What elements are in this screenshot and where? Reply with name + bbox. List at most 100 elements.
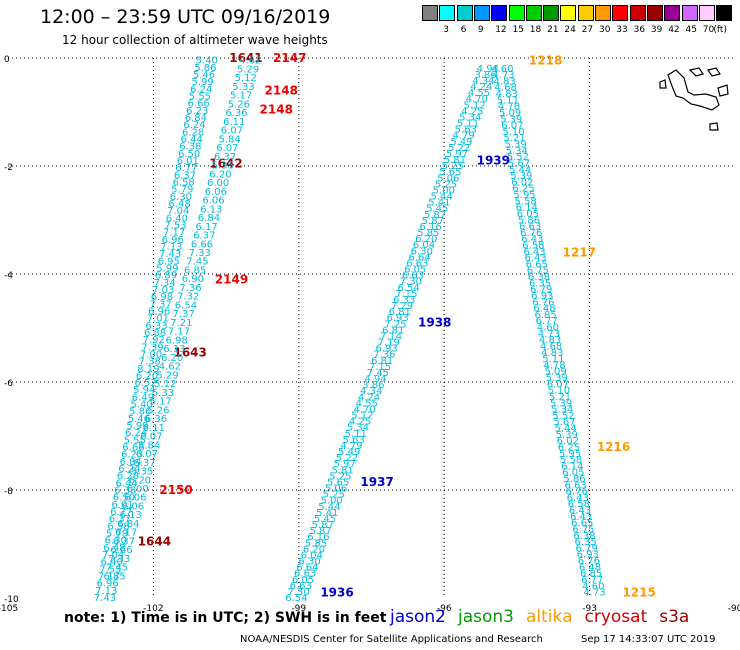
wave-height-value: 6.76	[532, 297, 554, 308]
wave-height-value: 5.21	[503, 133, 525, 144]
wave-height-value: 5.39	[550, 398, 572, 409]
wave-height-value: 5.41	[428, 198, 450, 209]
wave-height-value: 6.11	[223, 117, 245, 128]
wave-height-value: 5.99	[192, 77, 214, 88]
wave-height-value: 5.87	[422, 216, 444, 227]
wave-height-value: 6.48	[168, 199, 190, 210]
wave-height-value: 6.14	[516, 203, 538, 214]
wave-height-value: 7.15	[395, 289, 417, 300]
color-swatch	[491, 5, 508, 21]
y-tick-label: -8	[4, 487, 13, 497]
x-tick-label: -96	[437, 604, 452, 614]
satellite-legend: jason2 jason3 altika cryosat s3a	[390, 607, 701, 627]
wave-height-value: 7.32	[177, 292, 199, 303]
wave-height-value: 6.28	[182, 127, 204, 138]
wave-height-value: 4.62	[159, 362, 181, 373]
color-scale-unit: (ft)	[713, 25, 727, 35]
color-scale-label: 42	[668, 25, 680, 35]
wave-height-value: 6.43	[569, 506, 591, 517]
wave-height-value: 5.81	[444, 155, 466, 166]
wave-height-value: 5.44	[430, 192, 452, 203]
wave-height-value: 6.66	[110, 545, 132, 556]
wave-height-value: 6.37	[133, 458, 155, 469]
wave-height-value: 6.54	[285, 593, 307, 604]
wave-height-value: 5.25	[329, 471, 351, 482]
wave-height-value: 6.81	[389, 307, 411, 318]
wave-height-value: 6.88	[144, 328, 166, 339]
wave-height-value: 4.60	[582, 581, 604, 592]
wave-height-value: 6.79	[576, 543, 598, 554]
wave-height-value: 6.13	[200, 204, 222, 215]
wave-height-value: 5.39	[510, 171, 532, 182]
y-tick-label: -6	[4, 379, 13, 389]
wave-height-value: 5.46	[193, 70, 215, 81]
wave-height-value: 6.07	[140, 432, 162, 443]
wave-height-value: 4.79	[340, 441, 362, 452]
wave-height-value: 5.11	[542, 354, 564, 365]
wave-height-value: 6.13	[120, 510, 142, 521]
pass-time-label: 2147	[273, 51, 306, 65]
wave-height-value: 7.13	[95, 586, 117, 597]
wave-height-value: 5.00	[433, 185, 455, 196]
wave-height-value: 6.07	[136, 449, 158, 460]
track-altika: 4.604.734.834.684.835.114.785.095.396.07…	[491, 54, 656, 600]
wave-height-value: 5.12	[235, 73, 257, 84]
wave-height-value: 6.96	[162, 235, 184, 246]
wave-height-value: 5.85	[305, 538, 327, 549]
color-swatch	[629, 5, 646, 21]
color-swatch	[456, 5, 473, 21]
wave-height-value: 5.99	[156, 263, 178, 274]
color-scale-label: 9	[477, 25, 484, 35]
wave-height-value: 6.85	[580, 569, 602, 580]
wave-height-value: 5.06	[325, 484, 347, 495]
wave-height-value: 5.29	[156, 370, 178, 381]
wave-height-value: 6.33	[145, 321, 167, 332]
wave-height-value: 6.06	[205, 187, 227, 198]
wave-height-value: 5.22	[448, 143, 470, 154]
color-swatch	[422, 5, 438, 21]
wave-height-value: 6.25	[512, 184, 534, 195]
wave-height-value: 6.16	[307, 532, 329, 543]
wave-height-value: 6.98	[151, 292, 173, 303]
wave-height-value: 6.05	[517, 209, 539, 220]
wave-height-value: 6.77	[536, 316, 558, 327]
wave-height-value: 4.60	[537, 323, 559, 334]
wave-height-value: 6.85	[534, 310, 556, 321]
wave-height-value: 5.87	[312, 520, 334, 531]
wave-height-value: 7.25	[384, 319, 406, 330]
wave-height-value: 5.58	[515, 196, 537, 207]
wave-height-value: 6.20	[136, 371, 158, 382]
pass-time-label: 1641	[229, 51, 262, 65]
wave-height-value: 7.33	[108, 554, 130, 565]
y-tick-label: -10	[4, 595, 19, 605]
wave-height-value: 6.79	[530, 285, 552, 296]
color-scale-label: 36	[633, 25, 646, 35]
wave-height-value: 7.03	[152, 285, 174, 296]
wave-height-value: 5.11	[497, 95, 519, 106]
wave-height-value: 6.90	[182, 274, 204, 285]
wave-height-value: 5.06	[437, 173, 459, 184]
color-scale-label: 15	[512, 25, 524, 35]
pass-time-label: 1939	[477, 154, 510, 168]
wave-height-value: 6.44	[181, 135, 203, 146]
wave-height-value: 6.95	[158, 256, 180, 267]
pass-time-label: 1937	[360, 475, 393, 489]
wave-height-value: 5.99	[126, 421, 148, 432]
wave-height-value: 6.98	[166, 335, 188, 346]
wave-height-value: 5.40	[130, 400, 152, 411]
x-tick-label: -90	[728, 604, 740, 614]
wave-height-value: 6.04	[301, 550, 323, 561]
wave-height-value: 5.10	[502, 127, 524, 138]
wave-height-value: 6.63	[290, 581, 312, 592]
wave-height-value: 6.01	[177, 156, 199, 167]
wave-height-value: 6.84	[198, 213, 220, 224]
wave-height-value: 6.50	[178, 149, 200, 160]
wave-height-value: 6.38	[573, 531, 595, 542]
color-swatch	[525, 5, 542, 21]
wave-height-value: 6.38	[528, 272, 550, 283]
color-swatch	[473, 5, 490, 21]
y-tick-label: -4	[4, 271, 13, 281]
wave-height-value: 5.21	[549, 392, 571, 403]
wave-height-value: 6.05	[404, 265, 426, 276]
wave-height-value: 6.77	[581, 575, 603, 586]
